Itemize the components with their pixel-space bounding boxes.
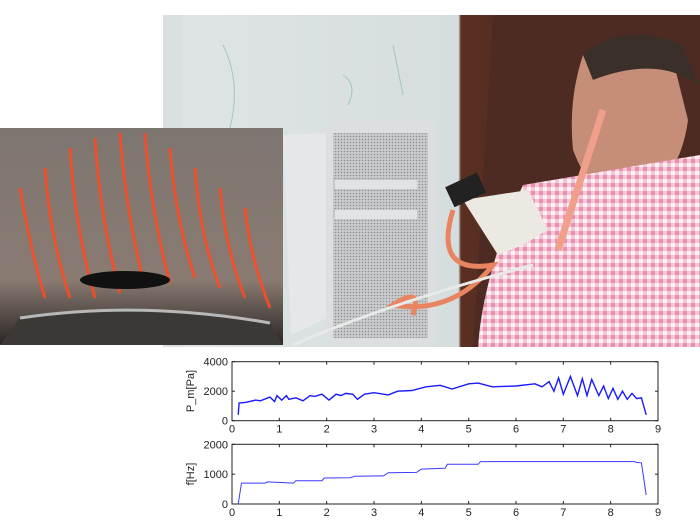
- pressure-series-line: [237, 374, 647, 415]
- frequency-axes-frame: [231, 443, 659, 505]
- frequency-xtick-label: 4: [418, 507, 424, 519]
- pressure-xtick-label: 1: [276, 424, 282, 436]
- frequency-xtick-label: 9: [655, 507, 661, 519]
- frequency-xtick-label: 7: [560, 507, 566, 519]
- frequency-xtick-label: 5: [466, 507, 472, 519]
- pressure-axes-frame: [231, 361, 659, 422]
- frequency-ytick-label: 0: [222, 499, 228, 511]
- frequency-xtick-label: 8: [608, 507, 614, 519]
- lip-closeup-drawing: [0, 128, 283, 345]
- frequency-ytick-label: 2000: [204, 439, 228, 451]
- mouthpiece-tube: [554, 108, 607, 252]
- pressure-ytick-label: 4000: [204, 357, 228, 369]
- pressure-xtick-label: 0: [229, 424, 235, 436]
- pressure-chart: P_m[Pa] 0 1 2 3 4 5 6 7 8 9 0 2000 4000: [185, 357, 661, 436]
- computer-tower-side: [283, 133, 333, 335]
- frequency-ylabel: f[Hz]: [185, 463, 197, 486]
- musician-photo-drawing: [163, 15, 700, 347]
- pressure-xtick-label: 8: [608, 424, 614, 436]
- frequency-series-line: [237, 461, 647, 505]
- frequency-xtick-label: 0: [229, 507, 235, 519]
- frequency-xtick-label: 3: [371, 507, 377, 519]
- frequency-xtick-label: 2: [324, 507, 330, 519]
- pressure-xtick-label: 2: [324, 424, 330, 436]
- musician-photo: [163, 15, 700, 347]
- pressure-xtick-label: 6: [513, 424, 519, 436]
- frequency-chart: f[Hz] 0 1 2 3 4 5 6 7 8 9 0 1000 2000: [185, 439, 661, 519]
- pressure-ytick-label: 2000: [204, 386, 228, 398]
- frequency-xtick-label: 6: [513, 507, 519, 519]
- frequency-ytick-label: 1000: [204, 469, 228, 481]
- camera-rig: [463, 190, 548, 255]
- pressure-xtick-label: 9: [655, 424, 661, 436]
- pressure-xtick-label: 5: [466, 424, 472, 436]
- pressure-xtick-label: 4: [418, 424, 424, 436]
- pressure-ytick-label: 0: [222, 416, 228, 428]
- pressure-xtick-label: 7: [560, 424, 566, 436]
- mouth-opening: [80, 271, 170, 289]
- pressure-ylabel: P_m[Pa]: [185, 370, 197, 412]
- lip-closeup-photo: [0, 128, 283, 345]
- cable: [386, 209, 500, 316]
- frequency-xtick-label: 1: [276, 507, 282, 519]
- pressure-xtick-label: 3: [371, 424, 377, 436]
